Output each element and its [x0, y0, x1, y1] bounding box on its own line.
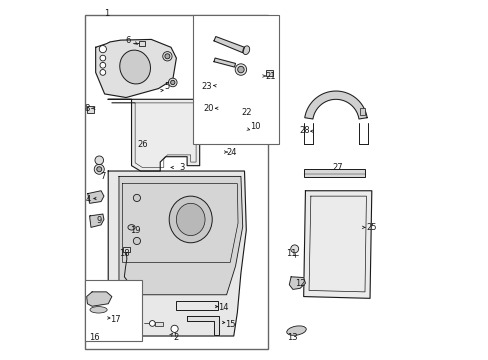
Bar: [359, 108, 365, 116]
Polygon shape: [289, 277, 305, 289]
Circle shape: [97, 167, 102, 172]
Bar: [139, 41, 145, 46]
Circle shape: [168, 78, 177, 87]
Circle shape: [94, 164, 104, 174]
Bar: [85, 15, 267, 348]
Text: 20: 20: [203, 104, 213, 113]
Circle shape: [99, 45, 106, 53]
Circle shape: [164, 54, 169, 59]
Circle shape: [290, 245, 298, 253]
Bar: [123, 247, 129, 252]
Ellipse shape: [243, 46, 249, 54]
Circle shape: [235, 64, 246, 75]
Text: 5: 5: [164, 82, 170, 91]
Text: 14: 14: [217, 303, 228, 312]
Text: 19: 19: [130, 226, 140, 235]
Polygon shape: [108, 171, 246, 336]
Circle shape: [100, 55, 105, 61]
Circle shape: [100, 69, 105, 75]
Polygon shape: [187, 316, 219, 335]
Text: 12: 12: [294, 279, 305, 288]
Polygon shape: [88, 191, 104, 203]
Text: 22: 22: [241, 108, 251, 117]
Polygon shape: [304, 91, 366, 119]
Polygon shape: [119, 176, 242, 295]
Text: 13: 13: [286, 333, 297, 342]
Text: 10: 10: [249, 122, 260, 131]
Bar: [265, 70, 273, 76]
Text: 3: 3: [179, 163, 184, 172]
Bar: [85, 280, 142, 341]
Text: 25: 25: [366, 223, 376, 232]
Polygon shape: [214, 37, 244, 53]
Text: 9: 9: [97, 216, 102, 225]
Text: 4: 4: [86, 195, 91, 204]
Polygon shape: [242, 127, 254, 140]
Bar: [192, 15, 278, 144]
Text: 7: 7: [100, 172, 105, 181]
Text: 24: 24: [226, 148, 237, 157]
Circle shape: [133, 194, 140, 202]
Circle shape: [237, 66, 244, 73]
Ellipse shape: [169, 196, 212, 243]
Text: 8: 8: [84, 104, 90, 113]
Text: 21: 21: [264, 72, 275, 81]
Text: 26: 26: [137, 140, 147, 149]
Text: 2: 2: [173, 333, 179, 342]
Bar: [155, 322, 163, 326]
Ellipse shape: [120, 50, 150, 84]
Bar: [303, 169, 364, 177]
Text: 1: 1: [103, 9, 109, 18]
Bar: [86, 106, 94, 113]
Polygon shape: [89, 214, 104, 227]
Polygon shape: [303, 191, 371, 298]
Bar: [176, 301, 217, 310]
Text: 28: 28: [299, 126, 309, 135]
Ellipse shape: [176, 203, 204, 235]
Text: 11: 11: [285, 249, 296, 258]
Ellipse shape: [286, 326, 305, 336]
Polygon shape: [86, 292, 112, 306]
Circle shape: [95, 156, 103, 165]
Polygon shape: [214, 58, 235, 67]
Ellipse shape: [128, 225, 135, 230]
Circle shape: [100, 62, 105, 68]
Polygon shape: [108, 99, 199, 171]
Circle shape: [171, 325, 178, 332]
Circle shape: [133, 237, 140, 244]
Text: 16: 16: [89, 333, 100, 342]
Circle shape: [170, 80, 175, 85]
Text: 23: 23: [201, 82, 212, 91]
Text: 15: 15: [224, 320, 235, 329]
Circle shape: [149, 320, 155, 326]
Polygon shape: [96, 40, 176, 98]
Text: 6: 6: [125, 36, 130, 45]
Text: 27: 27: [332, 163, 343, 172]
Text: 18: 18: [119, 249, 129, 258]
Circle shape: [163, 51, 172, 61]
Ellipse shape: [90, 307, 107, 313]
Text: 17: 17: [110, 315, 121, 324]
